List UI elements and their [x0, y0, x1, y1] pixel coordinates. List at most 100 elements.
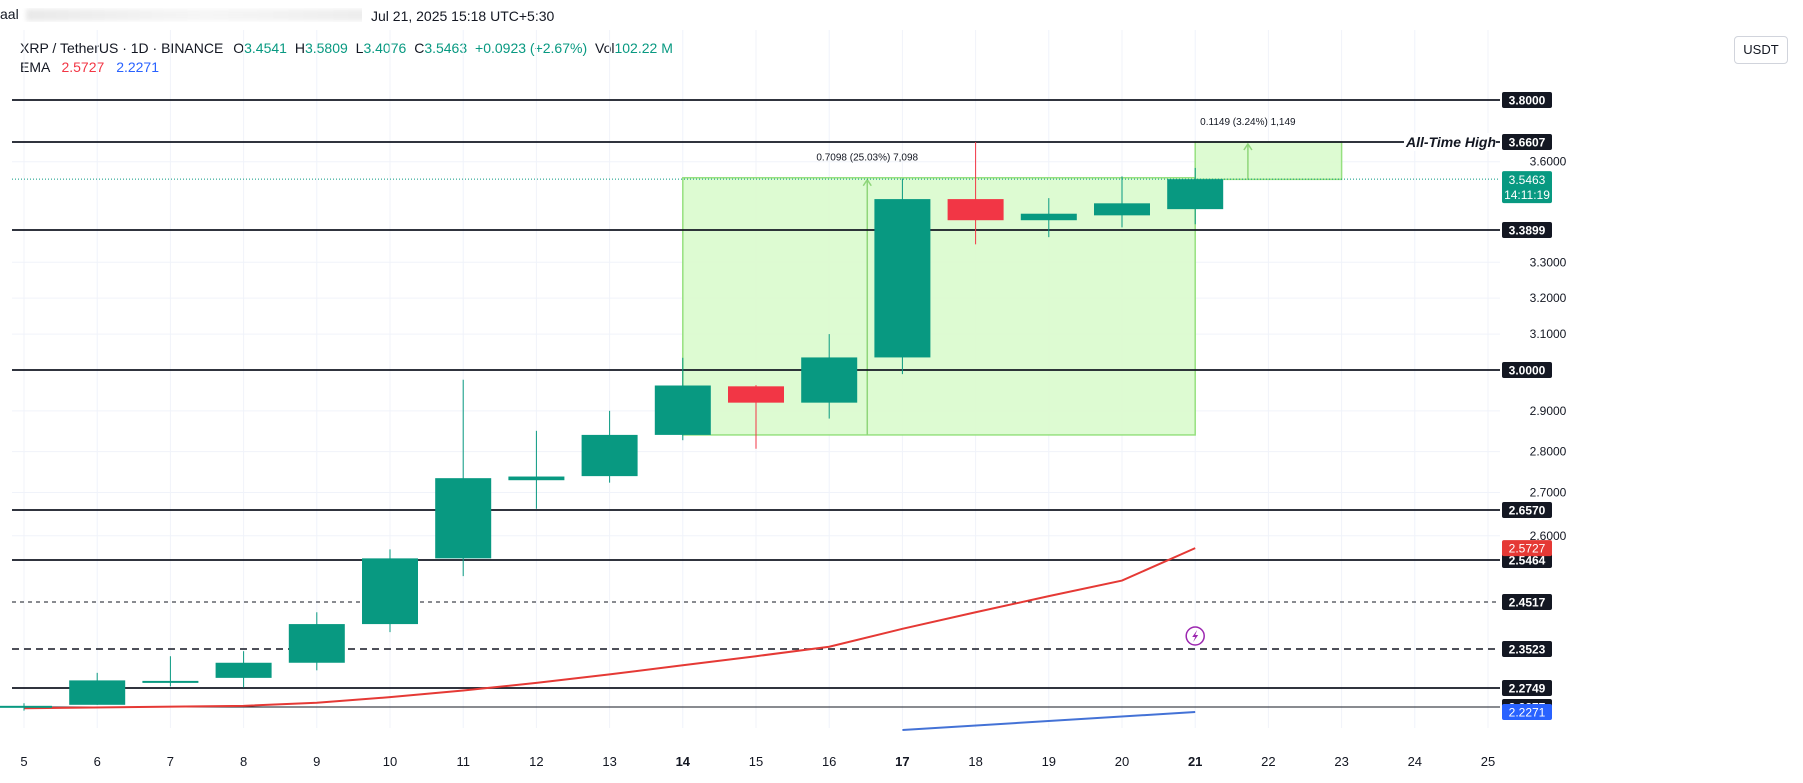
level-badge-text: 3.0000 [1509, 364, 1546, 378]
candle-body [654, 385, 711, 435]
symbol-legend: XRP / TetherUS · 1D · BINANCE O3.4541 H3… [20, 40, 677, 56]
candle-body [1020, 213, 1077, 221]
x-tick-label: 5 [20, 754, 27, 769]
author-label: aal [0, 8, 19, 22]
x-tick-label: 25 [1481, 754, 1495, 769]
open-label: O [233, 40, 245, 56]
high-label: H [294, 40, 305, 56]
countdown-text: 14:11:19 [1504, 188, 1550, 202]
x-tick-label: 6 [94, 754, 101, 769]
x-tick-label: 21 [1188, 754, 1202, 769]
ema-slow-badge [1502, 704, 1552, 720]
close-value: 3.5463 [424, 40, 468, 56]
y-tick-label: 2.7000 [1530, 485, 1567, 499]
x-tick-label: 10 [383, 754, 397, 769]
candle-body [947, 199, 1004, 221]
ema-label[interactable]: EMA [20, 59, 50, 75]
candle-body [0, 705, 52, 708]
ema-fast-line [23, 547, 1196, 710]
high-value: 3.5809 [304, 40, 348, 56]
candle-body [508, 476, 565, 481]
volume-value: 102.22 M [614, 40, 673, 56]
symbol-title[interactable]: XRP / TetherUS · 1D · BINANCE [20, 40, 224, 56]
x-tick-label: 7 [167, 754, 174, 769]
y-tick-label: 3.3000 [1530, 255, 1567, 269]
level-badge [1502, 134, 1552, 150]
current-price-badge [1502, 171, 1552, 204]
level-badge-text: 3.6607 [1509, 136, 1546, 150]
y-tick-label: 2.9000 [1530, 404, 1567, 418]
x-tick-label: 15 [749, 754, 763, 769]
level-badge [1502, 92, 1552, 108]
x-tick-label: 18 [968, 754, 982, 769]
candle-body [288, 624, 345, 663]
x-tick-label: 20 [1115, 754, 1129, 769]
snapshot-timestamp: Jul 21, 2025 15:18 UTC+5:30 [371, 8, 555, 24]
low-label: L [355, 40, 364, 56]
ema-fast-badge-text: 2.5727 [1509, 542, 1546, 556]
candle-body [801, 357, 858, 403]
y-tick-label: 2.6000 [1530, 529, 1567, 543]
author-name: aal [0, 8, 362, 22]
level-badge-text: 2.4517 [1509, 596, 1546, 610]
x-tick-label: 23 [1334, 754, 1348, 769]
level-badge-text: 2.6570 [1509, 504, 1546, 518]
candle-body [435, 478, 492, 559]
close-label: C [414, 40, 425, 56]
y-tick-label: 3.1000 [1530, 327, 1567, 341]
lightning-icon [1192, 630, 1199, 642]
x-tick-label: 17 [895, 754, 909, 769]
level-note: All-Time High [1405, 134, 1496, 150]
level-badge [1502, 641, 1552, 657]
ema-slow-value: 2.2271 [116, 59, 160, 75]
currency-button[interactable]: USDT [1734, 36, 1788, 64]
level-badge [1502, 680, 1552, 696]
y-tick-label: 3.2000 [1530, 291, 1567, 305]
candle-body [1094, 203, 1150, 216]
level-badge-text: 3.3899 [1509, 224, 1546, 238]
level-badge [1502, 222, 1552, 238]
candle-body [581, 434, 638, 477]
ema-fast-value: 2.5727 [61, 59, 105, 75]
x-tick-label: 16 [822, 754, 836, 769]
candle-body [874, 199, 931, 358]
candle-body [728, 386, 784, 403]
price-range-arrowhead [1243, 142, 1253, 151]
price-range-label: 0.1149 (3.24%) 1,149 [1200, 117, 1296, 128]
current-price-text: 3.5463 [1509, 173, 1546, 187]
x-tick-label: 19 [1042, 754, 1056, 769]
top-bar: aal Jul 21, 2025 15:18 UTC+5:30 [0, 0, 1803, 28]
level-badge-text: 3.8000 [1509, 94, 1546, 108]
level-badge [1502, 594, 1552, 610]
x-tick-label: 14 [676, 754, 691, 769]
y-tick-label: 3.6000 [1530, 155, 1567, 169]
level-badge-text: 2.3523 [1509, 643, 1546, 657]
x-tick-label: 24 [1408, 754, 1422, 769]
x-tick-label: 9 [313, 754, 320, 769]
x-tick-label: 8 [240, 754, 247, 769]
level-badge [1502, 502, 1552, 518]
open-value: 3.4541 [244, 40, 287, 56]
x-tick-label: 22 [1261, 754, 1275, 769]
change-value: +0.0923 (+2.67%) [475, 40, 588, 56]
x-tick-label: 11 [456, 754, 470, 769]
x-tick-label: 12 [529, 754, 543, 769]
ema-slow-badge-text: 2.2271 [1509, 706, 1546, 720]
candle-body [1167, 179, 1224, 210]
level-note-bg [1404, 133, 1496, 151]
ema-slow-line [902, 711, 1196, 731]
x-tick-label: 13 [602, 754, 616, 769]
redacted-author-blur [26, 9, 362, 21]
candle-body [69, 680, 126, 705]
ema-legend: EMA 2.5727 2.2271 [20, 59, 159, 75]
price-range-label: 0.7098 (25.03%) 7,098 [816, 153, 918, 164]
level-badge-text: 2.5464 [1509, 554, 1546, 568]
level-badge [1502, 362, 1552, 378]
ema-fast-badge [1502, 540, 1552, 557]
price-range-arrowhead [862, 178, 872, 187]
candle-body [362, 558, 418, 625]
candle-body [215, 662, 272, 678]
level-badge-text: 2.2749 [1509, 682, 1546, 696]
